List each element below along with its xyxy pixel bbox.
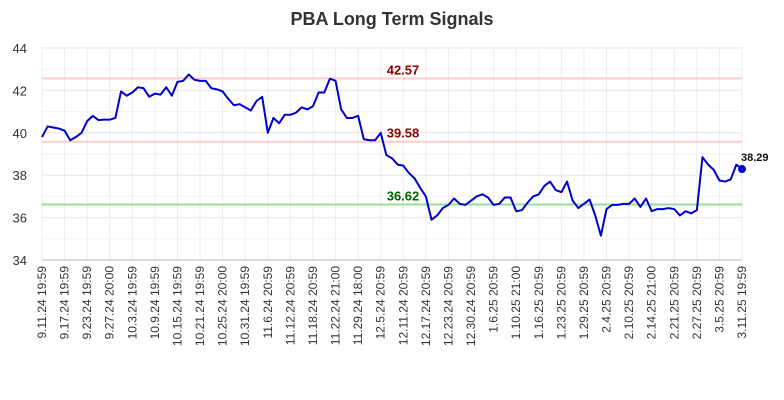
last-point-marker: [738, 165, 746, 174]
x-tick-label: 10.25.24 20:00: [216, 266, 230, 346]
y-tick-label: 38: [13, 168, 27, 183]
x-tick-label: 2.14.25 21:00: [645, 266, 659, 340]
x-tick-label: 12.23.24 20:59: [441, 266, 455, 346]
x-tick-label: 1.6.25 20:59: [487, 266, 501, 333]
x-tick-label: 11.12.24 20:59: [283, 266, 297, 346]
x-tick-label: 2.10.25 20:59: [622, 266, 636, 340]
y-tick-label: 44: [13, 41, 27, 56]
grid: [41, 47, 743, 261]
x-tick-label: 11.29.24 18:00: [351, 266, 365, 346]
x-tick-label: 2.21.25 20:59: [667, 266, 681, 340]
signal-levels: 42.57 39.58 36.62: [42, 62, 742, 206]
y-axis: 34 36 38 40 42 44: [13, 41, 27, 268]
x-tick-label: 1.10.25 21:00: [509, 266, 523, 340]
x-tick-label: 10.9.24 19:59: [148, 266, 162, 340]
x-tick-label: 12.30.24 20:59: [464, 266, 478, 346]
chart-title: PBA Long Term Signals: [290, 9, 493, 29]
x-tick-label: 10.15.24 19:59: [170, 266, 184, 346]
last-point-label: 38.29: [741, 152, 769, 164]
x-tick-label: 11.18.24 20:59: [306, 266, 320, 346]
x-tick-label: 10.31.24 19:59: [238, 266, 252, 346]
x-tick-label: 9.27.24 20:00: [103, 266, 117, 340]
x-tick-label: 12.11.24 20:59: [396, 266, 410, 346]
y-tick-label: 36: [13, 211, 27, 226]
series-line: [41, 73, 743, 237]
series: 38.29: [41, 73, 769, 237]
x-tick-label: 2.27.25 20:59: [690, 266, 704, 340]
x-tick-label: 1.23.25 20:59: [554, 266, 568, 340]
x-tick-label: 11.6.24 20:59: [261, 266, 275, 339]
y-tick-label: 42: [13, 83, 27, 98]
level-label-1: 39.58: [387, 126, 420, 141]
level-label-0: 42.57: [387, 62, 420, 77]
x-tick-label: 10.3.24 19:59: [125, 266, 139, 340]
x-axis: 9.11.24 19:59 9.17.24 19:59 9.23.24 19:59 9…: [35, 266, 749, 346]
level-label-2: 36.62: [387, 188, 420, 203]
x-tick-label: 9.11.24 19:59: [35, 266, 49, 339]
x-tick-label: 2.4.25 20:59: [600, 266, 614, 333]
y-tick-label: 34: [13, 253, 27, 268]
y-tick-label: 40: [13, 126, 27, 141]
x-tick-label: 1.16.25 20:59: [532, 266, 546, 340]
x-tick-label: 10.21.24 19:59: [193, 266, 207, 346]
x-tick-label: 11.22.24 21:00: [329, 266, 343, 346]
x-tick-label: 9.17.24 19:59: [58, 266, 72, 340]
x-tick-label: 12.5.24 20:59: [374, 266, 388, 340]
x-tick-label: 3.5.25 20:59: [712, 266, 726, 333]
x-tick-label: 9.23.24 19:59: [80, 266, 94, 340]
x-tick-label: 1.29.25 20:59: [577, 266, 591, 340]
x-tick-label: 3.11.25 19:59: [735, 266, 749, 339]
x-tick-label: 12.17.24 20:59: [419, 266, 433, 346]
